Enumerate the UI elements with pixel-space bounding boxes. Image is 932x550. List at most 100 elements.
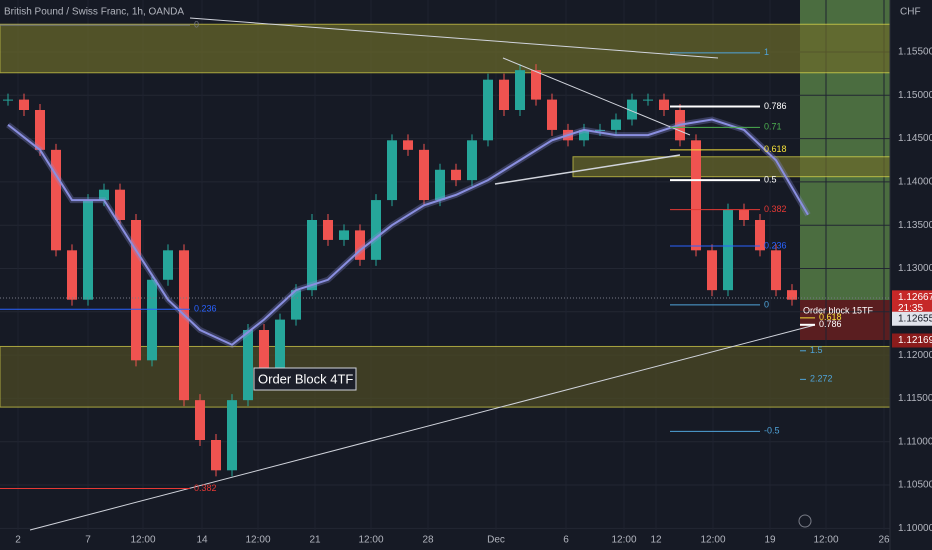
- candle: [403, 140, 413, 150]
- candle: [451, 169, 461, 181]
- chart-title: British Pound / Swiss Franc, 1h, OANDA: [4, 7, 184, 18]
- price-tag-label: 21:35: [898, 303, 923, 314]
- y-tick-label: 1.11500: [898, 393, 932, 404]
- candle: [275, 319, 285, 370]
- candle: [179, 250, 189, 401]
- candle: [83, 200, 93, 300]
- x-tick-label: 12: [650, 535, 662, 546]
- candle: [323, 220, 333, 240]
- x-tick-label: 12:00: [358, 535, 383, 546]
- candle: [755, 220, 765, 251]
- candle: [19, 99, 29, 110]
- candle: [547, 99, 557, 130]
- y-tick-label: 1.15500: [898, 47, 932, 58]
- candle: [499, 79, 509, 110]
- y-tick-label: 1.11000: [898, 436, 932, 447]
- x-tick-label: 14: [196, 535, 208, 546]
- candle: [643, 99, 653, 101]
- candle: [483, 79, 493, 141]
- y-tick-label: 1.10000: [898, 523, 932, 534]
- candle: [659, 99, 669, 110]
- candle: [227, 400, 237, 471]
- candle: [307, 220, 317, 291]
- candle: [67, 250, 77, 300]
- candle: [339, 230, 349, 240]
- x-tick-label: 19: [764, 535, 776, 546]
- candle: [131, 220, 141, 361]
- candle: [3, 99, 13, 101]
- x-tick-label: 7: [85, 535, 91, 546]
- replay-icon[interactable]: [798, 514, 812, 528]
- zone: [0, 23, 891, 74]
- price-tag-label: 1.12169: [898, 335, 932, 346]
- candle: [739, 209, 749, 220]
- candle: [163, 250, 173, 280]
- fib-label: 0.236: [194, 304, 217, 314]
- trend-line: [29, 324, 816, 531]
- candle: [35, 110, 45, 150]
- x-tick-label: 2: [15, 535, 21, 546]
- candle: [147, 279, 157, 361]
- candle: [355, 230, 365, 260]
- fib-label: 0.382: [194, 483, 217, 493]
- y-tick-label: 1.13000: [898, 263, 932, 274]
- candle: [611, 119, 621, 130]
- x-tick-label: 12:00: [700, 535, 725, 546]
- fib-label: 0.786: [819, 319, 842, 329]
- fib-label: 0: [764, 299, 769, 309]
- x-tick-label: Dec: [487, 535, 505, 546]
- fib-label: 0.786: [764, 101, 787, 111]
- x-tick-label: 26: [878, 535, 890, 546]
- candle: [595, 129, 605, 131]
- x-tick-label: 6: [563, 535, 569, 546]
- candle: [579, 129, 589, 141]
- candle: [51, 149, 61, 251]
- fib-label: 1.5: [810, 345, 823, 355]
- trend-line: [189, 17, 719, 59]
- candle: [115, 189, 125, 220]
- fib-label: 2.272: [810, 374, 833, 384]
- candle: [291, 290, 301, 320]
- fib-label: 0.618: [764, 144, 787, 154]
- candle: [99, 189, 109, 201]
- annotation: Order block 15TF: [803, 305, 874, 315]
- fib-label: 0.382: [764, 204, 787, 214]
- candle: [243, 330, 253, 401]
- price-tag: [892, 290, 932, 305]
- currency: CHF: [900, 7, 921, 18]
- price-tag: [892, 311, 932, 326]
- moving-average: [7, 118, 809, 346]
- y-tick-label: 1.15000: [898, 90, 932, 101]
- fib-label: 0.618: [819, 312, 842, 322]
- candle: [211, 440, 221, 471]
- candle: [691, 140, 701, 251]
- price-tag-label: 1.12655: [898, 313, 932, 324]
- stop-zone: [800, 300, 890, 340]
- price-tag-label: 1.12667: [898, 292, 932, 303]
- zone: [572, 156, 891, 178]
- candle: [723, 209, 733, 291]
- trend-line: [502, 57, 691, 136]
- arrow: [494, 154, 681, 185]
- y-tick-label: 1.14000: [898, 177, 932, 188]
- price-tag: [892, 333, 932, 348]
- y-tick-label: 1.14500: [898, 133, 932, 144]
- x-tick-label: 12:00: [130, 535, 155, 546]
- y-tick-label: 1.10500: [898, 480, 932, 491]
- fib-label: 0.71: [764, 122, 782, 132]
- x-tick-label: 12:00: [245, 535, 270, 546]
- candle: [435, 169, 445, 201]
- x-tick-label: 28: [422, 535, 434, 546]
- fib-label: 0: [194, 19, 199, 29]
- x-tick-label: 12:00: [611, 535, 636, 546]
- fib-label: 0.236: [764, 240, 787, 250]
- candle: [627, 99, 637, 120]
- fib-label: 0.5: [764, 175, 777, 185]
- annotation: Order Block 4TF: [258, 371, 353, 386]
- candle: [787, 290, 797, 300]
- candle: [467, 140, 477, 181]
- candle: [371, 200, 381, 260]
- x-tick-label: 21: [309, 535, 321, 546]
- y-tick-label: 1.13500: [898, 220, 932, 231]
